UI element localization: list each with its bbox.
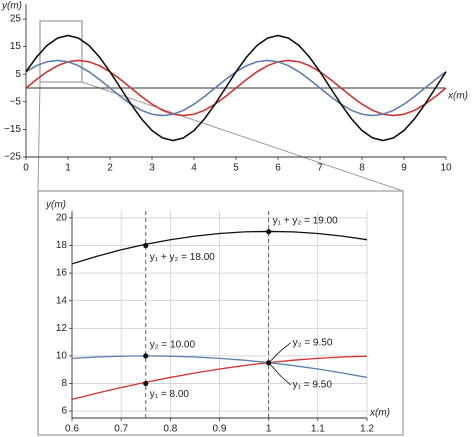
- y-tick-label: 5: [15, 69, 21, 80]
- x-tick-label: 0: [23, 163, 29, 174]
- x-axis-label: x(m): [447, 91, 468, 102]
- y-tick-label: −15: [4, 124, 21, 135]
- annotation-label: y₁ = 9.50: [293, 379, 333, 390]
- x-tick-label: 1.2: [360, 424, 374, 435]
- annotation-leader: [270, 364, 291, 386]
- zoom-panel: [37, 190, 404, 436]
- zoom-connector: [81, 81, 404, 192]
- y-tick-label: 15: [10, 41, 22, 52]
- zoom-region: [39, 20, 83, 83]
- x-tick-label: 1: [65, 163, 71, 174]
- y-tick-label: 20: [56, 213, 68, 224]
- x-tick-label: 6: [275, 163, 281, 174]
- y-tick-label: 16: [56, 268, 68, 279]
- series-line: [25, 34, 447, 142]
- x-tick-label: 2: [107, 163, 113, 174]
- y-tick-label: 12: [56, 323, 68, 334]
- annotation-label: y₁ = 8.00: [150, 389, 190, 400]
- x-tick-label: 1: [266, 424, 272, 435]
- x-tick-label: 1.1: [311, 424, 325, 435]
- x-tick-label: 3: [149, 163, 155, 174]
- annotation-point: [143, 242, 149, 249]
- annotation-label: y₂ = 10.00: [150, 340, 196, 351]
- annotation-point: [266, 229, 272, 235]
- x-tick-label: 7: [317, 163, 323, 174]
- y-tick-label: 10: [56, 351, 68, 362]
- x-tick-label: 0.6: [65, 424, 79, 435]
- x-tick-label: 4: [191, 163, 197, 174]
- annotation-point: [143, 380, 149, 387]
- y-tick-label: 8: [61, 378, 67, 389]
- x-tick-label: 5: [233, 163, 239, 174]
- annotation-point: [143, 353, 149, 359]
- series-line: [25, 59, 447, 117]
- y-tick-label: 14: [56, 295, 68, 306]
- annotation-point: [266, 360, 272, 366]
- x-tick-label: 0.7: [114, 424, 128, 435]
- x-tick-label: 0.9: [213, 424, 227, 435]
- x-tick-label: 9: [401, 163, 407, 174]
- x-tick-label: 8: [359, 163, 365, 174]
- annotation-leader: [270, 342, 291, 362]
- series-line: [71, 355, 368, 379]
- x-axis-label: x(m): [369, 408, 390, 419]
- y-axis-label: y(m): [45, 200, 66, 211]
- y-tick-label: −25: [4, 152, 21, 163]
- series-line: [71, 230, 368, 265]
- annotation-label: y₂ = 9.50: [293, 337, 333, 348]
- zoom-connector: [37, 81, 41, 192]
- y-axis-label: y(m): [1, 1, 22, 12]
- annotation-label: y₁ + y₂ = 19.00: [273, 215, 339, 226]
- y-tick-label: 25: [10, 14, 22, 25]
- series-line: [71, 355, 368, 401]
- annotation-label: y₁ + y₂ = 18.00: [150, 252, 216, 263]
- x-tick-label: 10: [440, 163, 452, 174]
- y-tick-label: 6: [61, 406, 67, 417]
- y-tick-label: −5: [10, 96, 22, 107]
- x-tick-label: 0.8: [163, 424, 177, 435]
- y-tick-label: 18: [56, 240, 68, 251]
